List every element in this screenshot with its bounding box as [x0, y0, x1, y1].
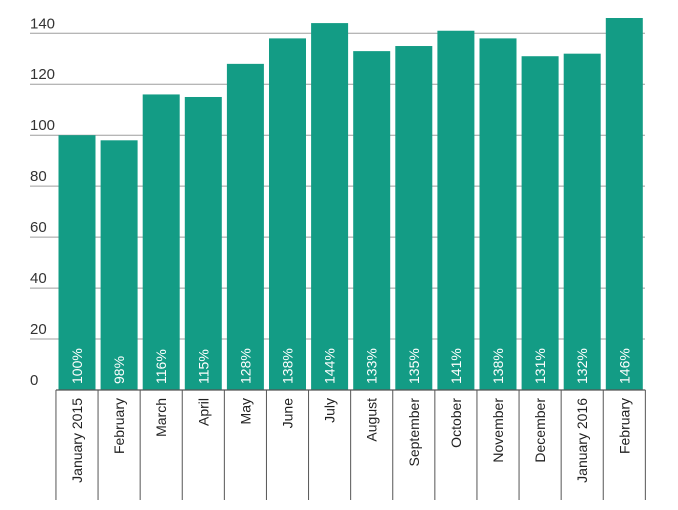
data-label: 98% — [111, 356, 127, 384]
data-label: 144% — [322, 348, 338, 384]
y-tick-label-80: 80 — [30, 168, 47, 185]
bar — [395, 46, 433, 390]
y-tick-label-120: 120 — [30, 66, 55, 83]
x-tick-label: September — [406, 398, 422, 467]
x-tick-label: April — [195, 398, 211, 426]
x-tick-label: March — [153, 398, 169, 437]
bar — [311, 23, 349, 391]
x-tick-label: July — [322, 398, 338, 423]
bar — [437, 30, 475, 391]
bar — [353, 51, 391, 390]
bar — [521, 56, 559, 390]
y-tick-label-140: 140 — [30, 15, 55, 32]
x-tick-label: February — [616, 398, 632, 454]
x-tick-label: January 2015 — [69, 398, 85, 483]
data-label: 116% — [153, 349, 169, 384]
data-label: 100% — [69, 348, 85, 384]
x-tick-label: December — [532, 398, 548, 463]
bar — [269, 38, 306, 391]
data-label: 128% — [237, 348, 253, 384]
x-tick-label: May — [237, 398, 253, 424]
x-tick-label: June — [280, 398, 296, 429]
data-label: 138% — [280, 348, 296, 384]
x-tick-label: August — [364, 398, 380, 442]
x-tick-label: October — [448, 398, 464, 448]
data-label: 138% — [490, 348, 506, 384]
bars — [58, 18, 643, 391]
x-tick-label: February — [111, 398, 127, 454]
bar — [142, 94, 180, 390]
x-tick-label: January 2016 — [574, 398, 590, 483]
data-label: 132% — [574, 348, 590, 384]
data-labels: 100% 98% 116% 115% 128% 138% 144% 133% 135% 141% 1… — [69, 348, 632, 384]
bar — [226, 63, 264, 391]
y-tick-label-100: 100 — [30, 117, 55, 134]
data-label: 141% — [448, 348, 464, 384]
bar — [479, 38, 517, 391]
y-tick-label-40: 40 — [30, 270, 47, 287]
x-axis: January 2015 February March April May June Jul… — [55, 389, 646, 500]
bar — [184, 96, 222, 390]
bar — [58, 135, 96, 390]
bar — [605, 18, 643, 390]
data-label: 146% — [616, 348, 632, 384]
data-label: 115% — [195, 349, 211, 384]
y-tick-label-60: 60 — [30, 219, 47, 236]
data-label: 133% — [364, 348, 380, 384]
bar — [100, 140, 138, 390]
y-tick-label-0: 0 — [30, 372, 38, 389]
data-label: 131% — [532, 348, 548, 384]
data-label: 135% — [406, 348, 422, 384]
gridlines: 0 20 40 60 80 100 120 140 — [30, 15, 645, 389]
bar — [563, 53, 601, 390]
y-tick-label-20: 20 — [30, 321, 47, 338]
x-tick-label: November — [490, 398, 506, 463]
